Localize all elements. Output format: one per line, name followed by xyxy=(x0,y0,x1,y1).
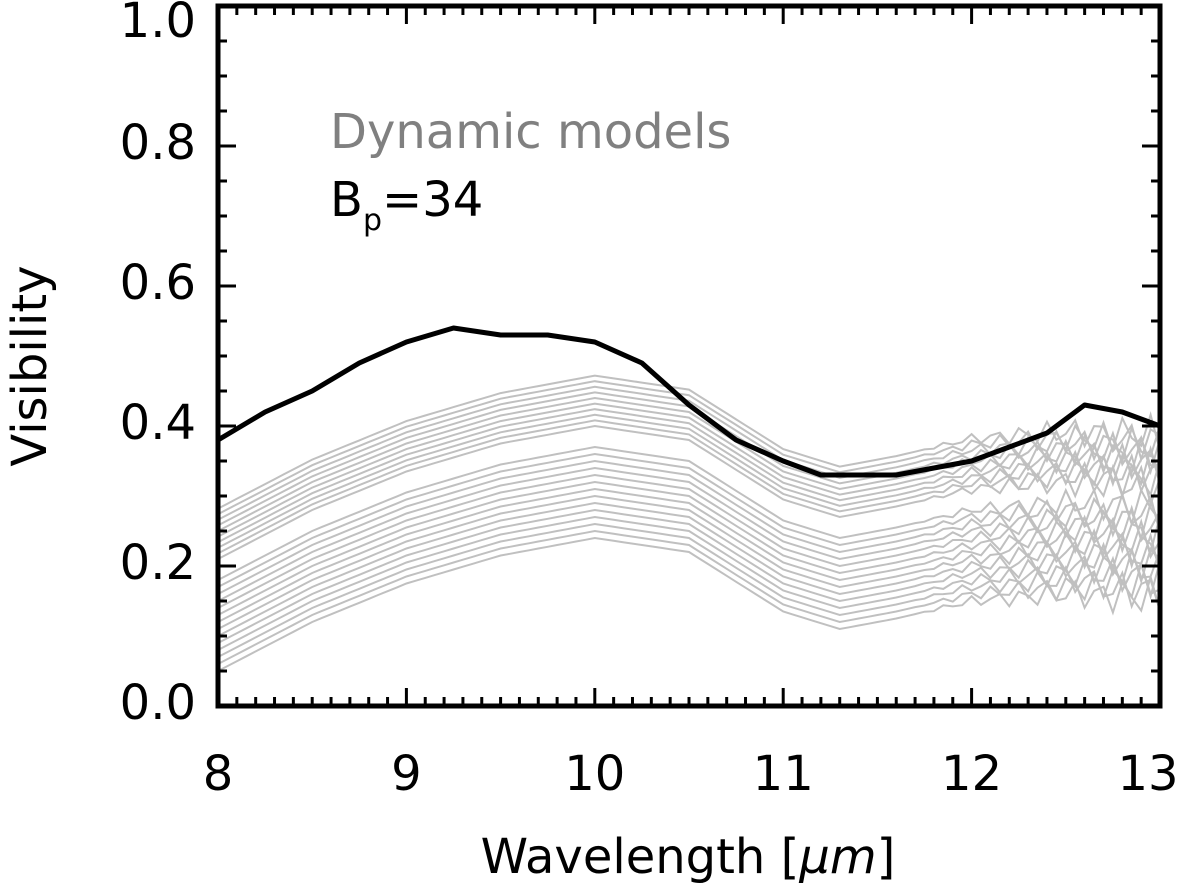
x-tick-label-0: 8 xyxy=(203,746,234,802)
baseline-label: Bp=34 xyxy=(330,172,483,238)
model-curve xyxy=(217,494,1161,630)
model-curve xyxy=(217,487,1161,623)
model-curve xyxy=(217,385,1161,521)
model-curve xyxy=(217,459,1161,595)
x-tick-label-2: 10 xyxy=(564,746,625,802)
x-tick-label-1: 9 xyxy=(391,746,422,802)
x-axis-unit: μm xyxy=(798,829,876,885)
model-curve xyxy=(217,529,1161,665)
baseline-prefix: B xyxy=(330,172,363,228)
x-tick-label-3: 11 xyxy=(753,746,814,802)
baseline-value: =34 xyxy=(382,172,483,228)
model-curve xyxy=(217,413,1161,549)
observed-curve xyxy=(216,325,1161,478)
model-curve xyxy=(217,480,1161,616)
y-tick-label-4: 0.8 xyxy=(120,115,196,171)
model-curves xyxy=(217,374,1161,672)
observed-curve-group xyxy=(216,325,1161,478)
model-curve xyxy=(217,402,1161,538)
x-axis-close: ] xyxy=(877,829,896,885)
model-curve xyxy=(217,424,1161,560)
model-curve xyxy=(217,515,1161,651)
y-tick-label-2: 0.4 xyxy=(120,395,196,451)
model-curve xyxy=(217,501,1161,637)
model-curve xyxy=(217,380,1161,516)
axis-ticks xyxy=(216,4,1162,708)
baseline-sub: p xyxy=(363,203,382,238)
model-curve xyxy=(217,374,1161,510)
model-curve xyxy=(217,536,1161,672)
x-axis-title: Wavelength [μm] xyxy=(481,829,896,885)
y-tick-label-5: 1.0 xyxy=(120,0,196,49)
model-curve xyxy=(217,466,1161,602)
x-tick-label-4: 12 xyxy=(941,746,1002,802)
models-label: Dynamic models xyxy=(330,104,731,160)
model-curve xyxy=(217,408,1161,544)
y-axis-title: Visibility xyxy=(2,265,58,466)
y-tick-label-1: 0.2 xyxy=(120,535,196,591)
model-curve xyxy=(217,396,1161,532)
model-curve xyxy=(217,522,1161,658)
model-curve xyxy=(217,473,1161,609)
x-tick-label-5: 13 xyxy=(1117,746,1178,802)
model-curve xyxy=(217,445,1161,581)
y-tick-label-0: 0.0 xyxy=(120,675,196,731)
model-curve xyxy=(217,508,1161,644)
model-curve xyxy=(217,419,1161,555)
x-axis-title-text: Wavelength [ xyxy=(481,829,800,885)
model-curve xyxy=(217,452,1161,588)
y-tick-label-3: 0.6 xyxy=(120,255,196,311)
